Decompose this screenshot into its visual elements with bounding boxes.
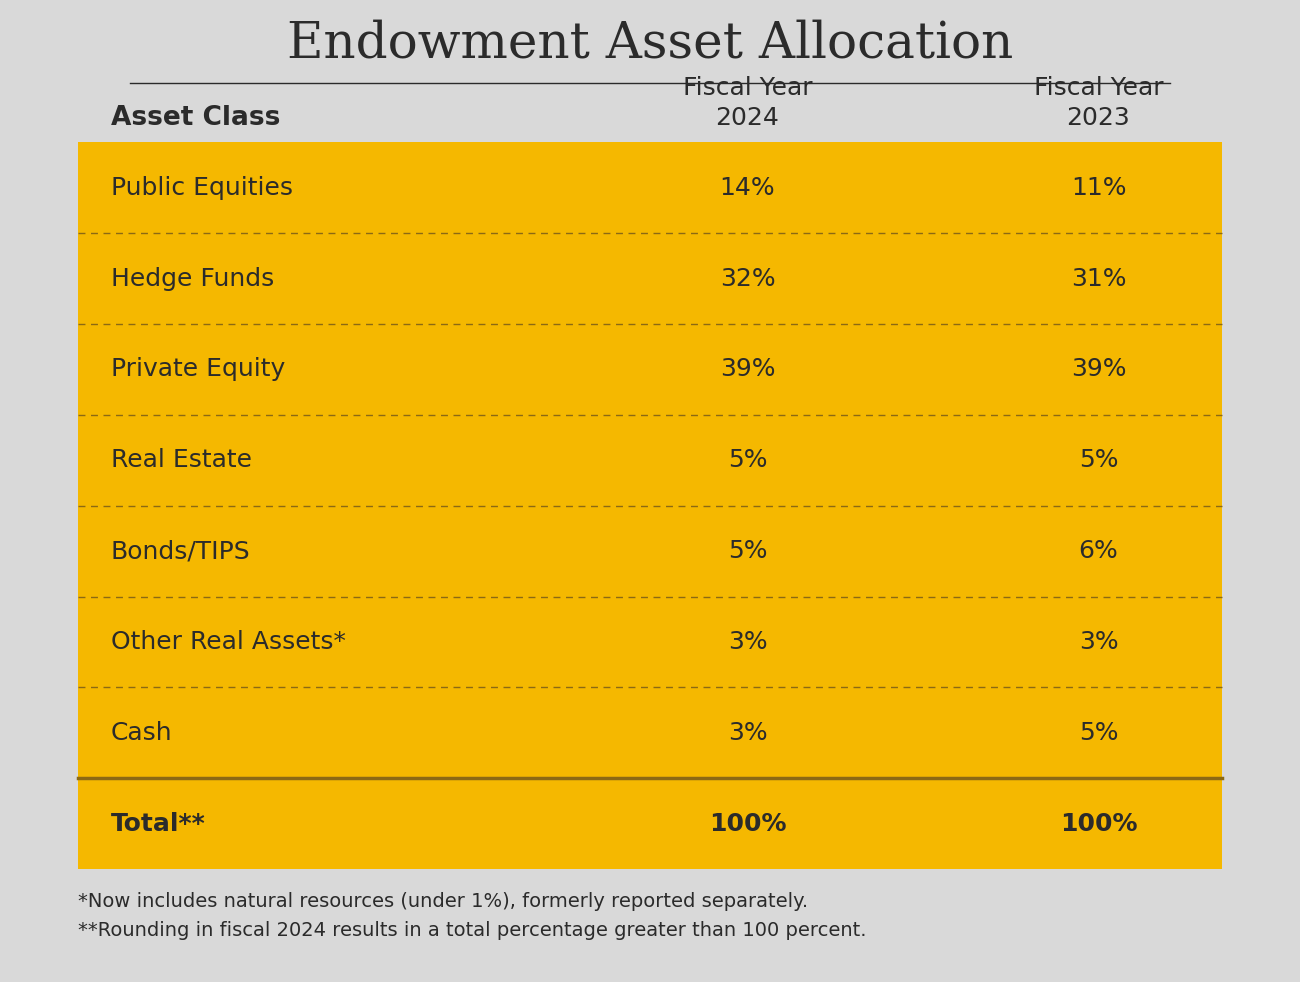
Text: Cash: Cash — [111, 721, 172, 744]
Text: 100%: 100% — [708, 812, 786, 836]
Text: 32%: 32% — [720, 267, 775, 291]
Text: 3%: 3% — [728, 721, 767, 744]
Text: 3%: 3% — [1079, 630, 1118, 654]
Text: Real Estate: Real Estate — [111, 449, 251, 472]
Text: Total**: Total** — [111, 812, 205, 836]
Text: 39%: 39% — [720, 357, 775, 381]
Text: 5%: 5% — [1079, 449, 1118, 472]
Text: 39%: 39% — [1071, 357, 1126, 381]
Text: 14%: 14% — [720, 176, 775, 199]
Text: 5%: 5% — [1079, 721, 1118, 744]
Text: 11%: 11% — [1071, 176, 1126, 199]
FancyBboxPatch shape — [78, 142, 1222, 869]
Text: 5%: 5% — [728, 539, 767, 563]
Text: *Now includes natural resources (under 1%), formerly reported separately.: *Now includes natural resources (under 1… — [78, 892, 809, 911]
Text: Fiscal Year
2024: Fiscal Year 2024 — [682, 77, 812, 130]
Text: Private Equity: Private Equity — [111, 357, 285, 381]
Text: 3%: 3% — [728, 630, 767, 654]
Text: Hedge Funds: Hedge Funds — [111, 267, 274, 291]
Text: Endowment Asset Allocation: Endowment Asset Allocation — [287, 20, 1013, 69]
Text: 5%: 5% — [728, 449, 767, 472]
Text: Asset Class: Asset Class — [111, 105, 280, 131]
Text: 6%: 6% — [1079, 539, 1118, 563]
Text: Bonds/TIPS: Bonds/TIPS — [111, 539, 250, 563]
Text: 31%: 31% — [1071, 267, 1126, 291]
Text: Other Real Assets*: Other Real Assets* — [111, 630, 346, 654]
Text: **Rounding in fiscal 2024 results in a total percentage greater than 100 percent: **Rounding in fiscal 2024 results in a t… — [78, 921, 867, 941]
Text: Public Equities: Public Equities — [111, 176, 293, 199]
Text: 100%: 100% — [1060, 812, 1138, 836]
Text: Fiscal Year
2023: Fiscal Year 2023 — [1034, 77, 1164, 130]
